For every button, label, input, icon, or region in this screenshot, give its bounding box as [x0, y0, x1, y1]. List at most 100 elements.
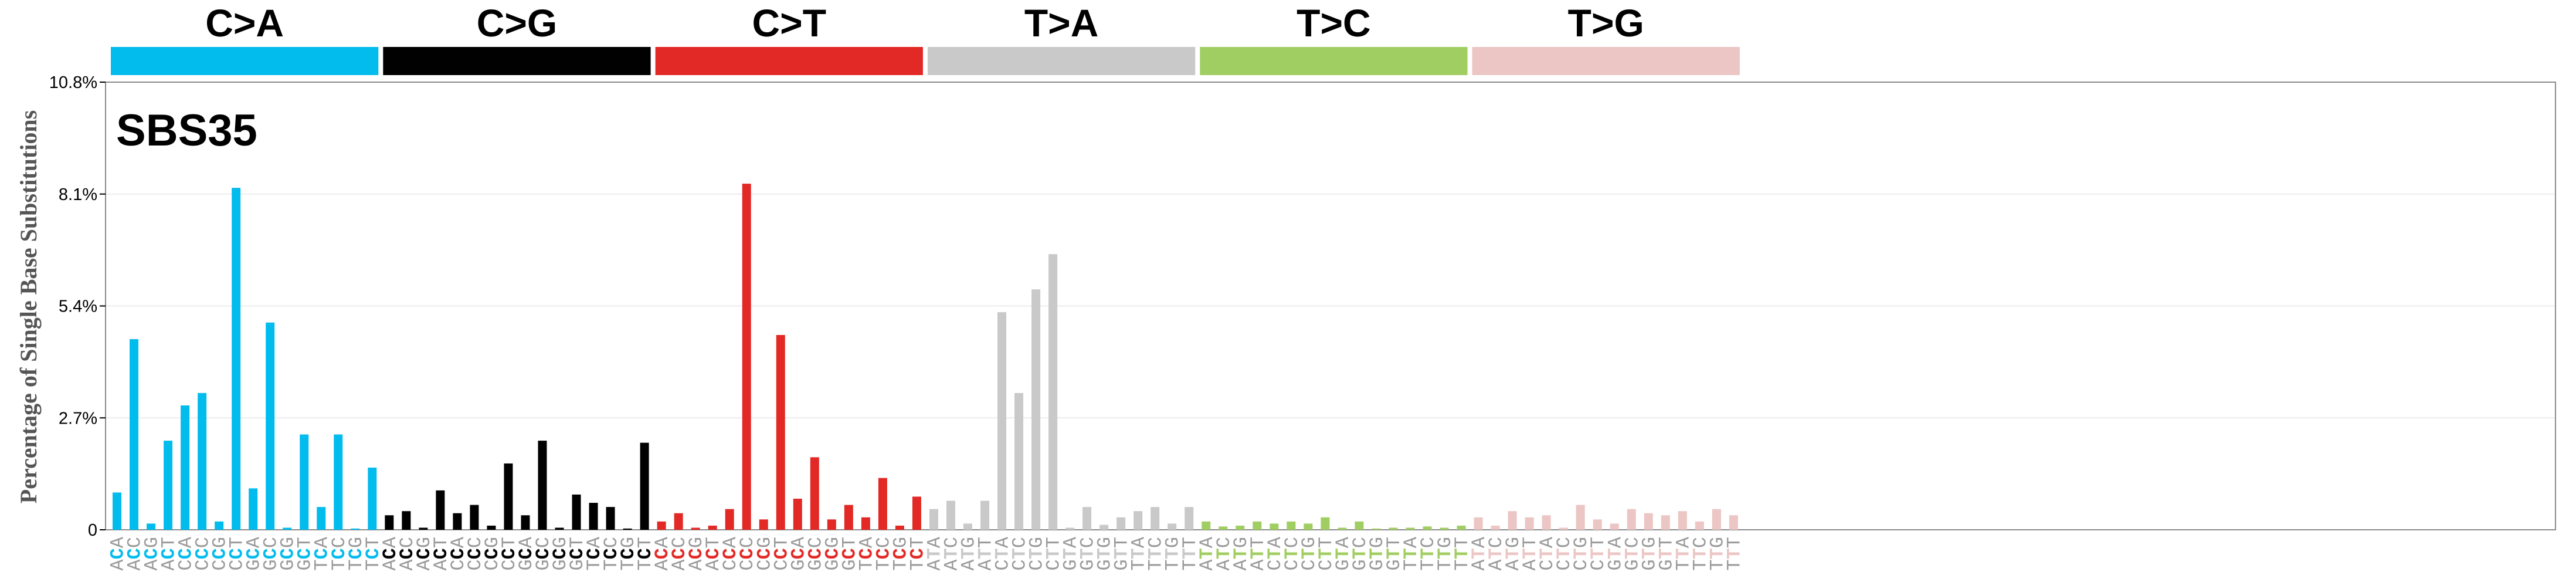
bar	[1695, 521, 1704, 530]
bar	[1014, 392, 1024, 530]
category-band	[655, 47, 923, 75]
bar	[1406, 527, 1415, 530]
x-tick-label: TTT	[1179, 537, 1201, 571]
category-label: T>A	[1024, 1, 1099, 45]
y-tick-label: 2.7%	[59, 409, 97, 428]
bars	[113, 184, 1738, 530]
bar	[1491, 525, 1500, 530]
bar	[623, 528, 632, 530]
bar	[181, 405, 190, 530]
x-tick-label: CCC	[737, 537, 758, 571]
bar	[130, 339, 139, 530]
bar	[1508, 511, 1517, 530]
bar	[419, 527, 428, 530]
bar	[929, 509, 938, 530]
x-tick-label: ATT	[1519, 537, 1541, 571]
bar	[1423, 526, 1432, 530]
bar	[1661, 515, 1670, 530]
category-band	[927, 47, 1196, 75]
x-tick-label: ATG	[958, 537, 980, 571]
category-band	[383, 47, 651, 75]
x-tick-label: TCC	[328, 537, 350, 571]
bar	[1440, 527, 1449, 530]
bar	[844, 505, 853, 530]
x-tick-label: CCA	[719, 536, 741, 570]
bar	[1321, 517, 1330, 530]
x-tick-label: GCG	[549, 537, 571, 571]
x-tick-label: ATG	[1230, 537, 1252, 571]
bar	[1116, 517, 1126, 530]
x-tick-label: GCC	[532, 537, 554, 571]
x-tick-label: GCA	[788, 536, 809, 570]
bar	[1559, 527, 1568, 530]
x-tick-label: GCG	[822, 537, 843, 571]
bar	[436, 490, 445, 530]
bar	[640, 442, 649, 530]
y-tick-label: 0	[88, 521, 97, 540]
bar	[1644, 513, 1653, 530]
x-tick-label: GTA	[1604, 536, 1626, 570]
bar	[555, 527, 564, 530]
bar	[657, 521, 666, 530]
x-tick-label: ATC	[941, 537, 962, 571]
x-tick-label: GTC	[1621, 537, 1643, 571]
bar	[402, 511, 411, 530]
category-label: C>T	[752, 1, 827, 45]
x-tick-label: CTA	[992, 536, 1014, 570]
bar	[742, 184, 751, 530]
x-tick-label: GTA	[1332, 536, 1354, 570]
x-tick-label: GCC	[260, 537, 282, 571]
bar	[249, 488, 258, 530]
bar	[1287, 521, 1296, 530]
x-tick-label: TCA	[856, 536, 877, 570]
x-tick-label: TTA	[1128, 536, 1150, 570]
x-tick-label: CTC	[1553, 537, 1575, 571]
bar	[1082, 507, 1092, 530]
x-tick-label: TTT	[1451, 537, 1473, 571]
x-tick-label: GCG	[277, 537, 299, 571]
x-tick-label: ATA	[1468, 536, 1490, 570]
x-tick-label: CTT	[1043, 537, 1065, 571]
x-tick-label: ATA	[924, 536, 945, 570]
x-tick-label: ATC	[1213, 537, 1235, 571]
x-tick-label: GCT	[566, 537, 588, 571]
x-tick-label: TTA	[1400, 536, 1422, 570]
x-tick-label: CCT	[226, 537, 248, 571]
bar	[572, 494, 581, 530]
x-tick-label: GTG	[1366, 537, 1388, 571]
bar	[1031, 289, 1041, 530]
bar	[827, 519, 836, 530]
x-tick-label: GTT	[1111, 537, 1133, 571]
x-tick-label: CCG	[481, 537, 503, 571]
x-tick-label: GTT	[1655, 537, 1677, 571]
bar	[1372, 528, 1381, 530]
bar	[1338, 527, 1347, 530]
x-tick-label: GCT	[839, 537, 860, 571]
x-tick-label: ACG	[685, 537, 707, 571]
x-tick-label: TCG	[617, 537, 639, 571]
x-tick-label: CCC	[464, 537, 486, 571]
bar	[1150, 507, 1160, 530]
x-tick-label: TCA	[583, 536, 605, 570]
x-tick-label: TTC	[1145, 537, 1167, 571]
x-tick-label: TCC	[600, 537, 622, 571]
bar	[453, 513, 462, 530]
x-tick-label: ACT	[158, 537, 180, 571]
bar	[963, 523, 972, 530]
bar	[895, 525, 904, 530]
bar	[164, 441, 173, 530]
x-tick-label: TTG	[1162, 537, 1184, 571]
bar	[1610, 523, 1619, 530]
category-band	[1200, 47, 1468, 75]
bar	[810, 457, 819, 530]
x-tick-label: ACT	[702, 537, 724, 571]
x-tick-label: ACG	[141, 537, 163, 571]
category-band	[1472, 47, 1740, 75]
x-tick-label: CTG	[1570, 537, 1592, 571]
x-tick-label: CTA	[1536, 536, 1558, 570]
bar	[147, 523, 156, 530]
bar	[606, 507, 615, 530]
x-tick-label: TCT	[907, 537, 928, 571]
x-tick-label: ACA	[651, 536, 673, 570]
bar	[1099, 525, 1109, 530]
